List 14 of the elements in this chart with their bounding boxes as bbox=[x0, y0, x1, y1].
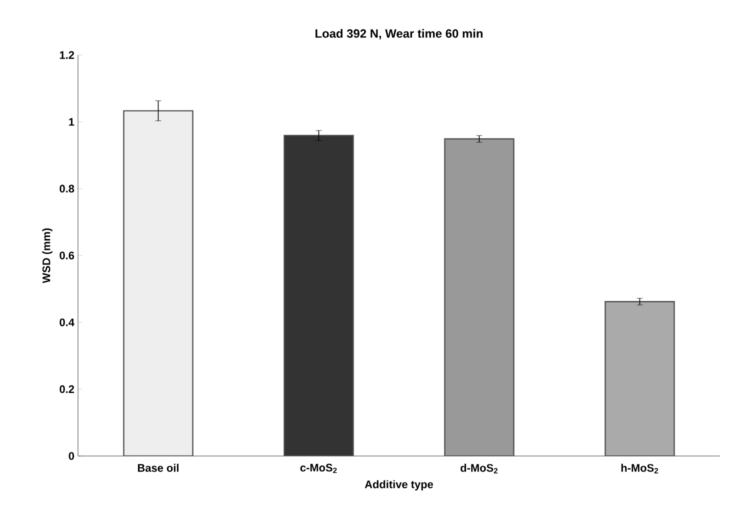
x-axis-title: Additive type bbox=[364, 480, 434, 490]
y-tick-label: 0 bbox=[68, 452, 74, 460]
y-tick-label: 0.4 bbox=[60, 318, 74, 326]
y-tick-label: 0.8 bbox=[60, 184, 74, 193]
x-tick-label: d-MoS$_{2}$ bbox=[460, 464, 498, 474]
y-tick-label: 0.6 bbox=[60, 252, 74, 260]
y-tick-label: 0.2 bbox=[60, 385, 74, 394]
x-tick-label: c-MoS$_{2}$ bbox=[300, 464, 337, 474]
x-tick-label: h-MoS$_{2}$ bbox=[621, 464, 658, 474]
y-tick-label: 1.2 bbox=[60, 51, 74, 59]
y-tick-label: 1 bbox=[69, 118, 74, 126]
x-tick-label: Base oil bbox=[138, 464, 178, 472]
y-axis-title: WSD (mm) bbox=[42, 228, 52, 284]
chart-title: Load 392 N, Wear time 60 min bbox=[316, 28, 483, 40]
